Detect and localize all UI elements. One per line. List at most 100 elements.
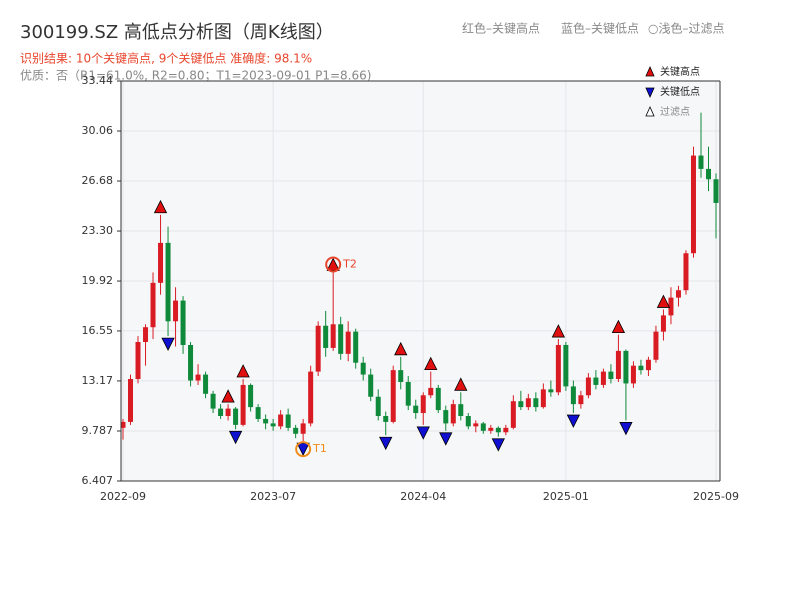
legend-swatch <box>645 87 655 98</box>
candle-body <box>128 379 134 422</box>
candle-body <box>630 365 636 384</box>
candle-body <box>428 387 434 396</box>
legend-label: 过滤点 <box>660 105 690 118</box>
candle-body <box>248 384 254 408</box>
y-tick-label: 6.407 <box>82 474 114 487</box>
y-tick-label: 19.92 <box>82 274 114 287</box>
key-low-marker <box>416 426 430 440</box>
candle-body <box>510 401 516 428</box>
key-low-marker <box>566 414 581 428</box>
key-high-marker <box>236 364 250 378</box>
key-high-marker <box>394 341 408 356</box>
candle-body <box>443 410 449 424</box>
key-low-marker <box>491 438 505 452</box>
key-low-marker <box>439 432 453 446</box>
candle-body <box>390 370 396 422</box>
y-tick-label: 26.68 <box>82 174 114 187</box>
candle-body <box>480 423 486 431</box>
candle-body <box>578 395 584 405</box>
candle-body <box>420 395 426 414</box>
candle-body <box>473 423 479 427</box>
candle-body <box>285 414 291 428</box>
candle-body <box>458 404 464 416</box>
candle-body <box>435 387 441 411</box>
key-high-marker <box>424 356 438 371</box>
candle-body <box>135 342 141 380</box>
key-low-marker <box>161 337 175 351</box>
candle-body <box>368 374 374 397</box>
candle-body <box>218 408 224 416</box>
legend-swatch <box>645 66 655 77</box>
candle-body <box>450 404 456 424</box>
candle-body <box>293 427 299 434</box>
candle-body <box>195 374 201 381</box>
candle-body <box>233 408 239 425</box>
header-legend: 红色–关键高点 <box>462 21 540 36</box>
candle-body <box>210 393 216 409</box>
legend-swatch <box>645 106 655 117</box>
candle-body <box>308 371 314 424</box>
key-low-marker <box>228 430 243 445</box>
candle-body <box>518 401 524 408</box>
candle-body <box>278 414 284 427</box>
candle-body <box>683 253 689 291</box>
candle-body <box>173 300 179 322</box>
candle-body <box>150 282 156 328</box>
candle-body <box>488 427 494 431</box>
y-tick-label: 13.17 <box>82 374 114 387</box>
header-legend: 蓝色–关键低点 <box>561 22 639 36</box>
candle-body <box>143 327 149 343</box>
x-tick-label: 2022-09 <box>100 490 146 503</box>
header-legend: ○浅色–过滤点 <box>648 22 724 36</box>
annotation-label: T2 <box>342 257 357 270</box>
annotation-label: T1 <box>312 442 327 455</box>
key-high-marker <box>153 199 168 214</box>
candle-body <box>353 331 359 363</box>
candle-body <box>225 408 231 416</box>
key-low-marker <box>619 422 633 436</box>
candle-body <box>120 421 126 428</box>
candle-body <box>563 344 569 387</box>
candle-body <box>705 168 711 180</box>
candle-body <box>645 359 651 371</box>
candle-body <box>405 381 411 406</box>
candle-body <box>165 242 171 322</box>
candle-body <box>383 415 389 422</box>
candle-body <box>188 344 194 381</box>
x-tick-label: 2023-07 <box>250 490 296 503</box>
key-high-marker <box>551 324 566 338</box>
candle-body <box>398 370 404 382</box>
key-high-marker <box>611 319 626 334</box>
y-tick-label: 16.55 <box>82 324 114 337</box>
candle-body <box>323 325 329 348</box>
candle-body <box>593 377 599 385</box>
candle-body <box>690 155 696 254</box>
candle-body <box>503 427 509 433</box>
candle-body <box>338 324 344 354</box>
candle-body <box>255 407 261 419</box>
candle-body <box>585 377 591 396</box>
candle-body <box>570 386 576 405</box>
candle-body <box>615 350 621 380</box>
legend-label: 关键高点 <box>660 65 700 78</box>
candle-body <box>668 297 674 316</box>
x-tick-label: 2024-04 <box>400 490 446 503</box>
x-tick-label: 2025-09 <box>693 490 739 503</box>
candle-body <box>330 324 336 348</box>
legend-label: 关键低点 <box>660 85 700 98</box>
candle-body <box>608 371 614 380</box>
key-high-marker <box>454 377 468 391</box>
note: 优质：否（R1=61.0%, R2=0.80；T1=2023-09-01 P1=… <box>20 69 371 83</box>
key-high-marker <box>656 294 671 308</box>
candle-body <box>555 344 561 393</box>
candle-body <box>300 423 306 434</box>
candle-body <box>533 398 539 408</box>
chart-title: 300199.SZ 高低点分析图（周K线图） <box>20 22 334 43</box>
key-low-marker <box>379 436 393 451</box>
y-tick-label: 30.06 <box>82 124 114 137</box>
y-tick-label: 33.44 <box>82 74 114 87</box>
candle-body <box>548 389 554 393</box>
candle-body <box>638 365 644 371</box>
